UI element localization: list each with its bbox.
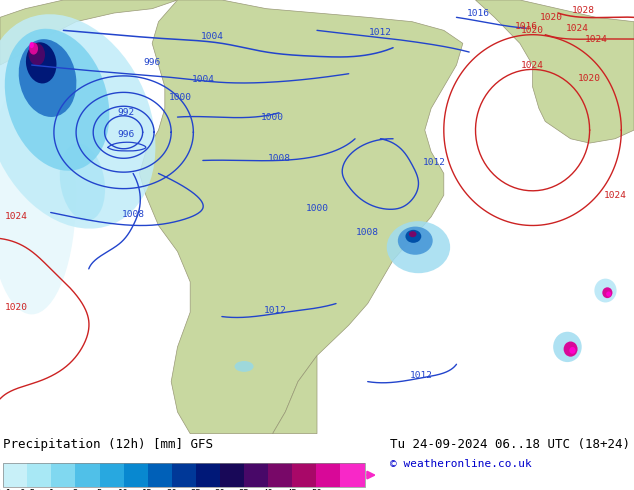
Text: 992: 992 — [117, 108, 134, 117]
Text: 1024: 1024 — [585, 34, 607, 44]
Bar — [75, 463, 100, 487]
Ellipse shape — [606, 292, 611, 296]
Ellipse shape — [553, 332, 582, 362]
Ellipse shape — [409, 231, 417, 237]
Text: 1020: 1020 — [578, 74, 601, 82]
Polygon shape — [0, 0, 178, 65]
Text: 996: 996 — [143, 58, 161, 68]
Text: 1016: 1016 — [515, 22, 538, 30]
Text: 1008: 1008 — [122, 210, 145, 219]
Text: 1012: 1012 — [423, 158, 446, 167]
Text: 1024: 1024 — [566, 24, 588, 33]
Text: © weatheronline.co.uk: © weatheronline.co.uk — [390, 459, 532, 469]
Ellipse shape — [60, 143, 105, 221]
Bar — [51, 463, 75, 487]
Ellipse shape — [5, 29, 109, 171]
Bar — [172, 463, 196, 487]
Text: 1024: 1024 — [521, 61, 544, 70]
Ellipse shape — [29, 42, 34, 48]
Bar — [292, 463, 316, 487]
Text: 1004: 1004 — [191, 75, 214, 84]
Bar — [3, 463, 27, 487]
Bar — [148, 463, 172, 487]
Bar — [3, 463, 365, 487]
Text: 1000: 1000 — [169, 93, 192, 102]
Bar — [196, 463, 220, 487]
Ellipse shape — [398, 226, 432, 255]
Ellipse shape — [29, 43, 38, 55]
Text: 1000: 1000 — [261, 113, 284, 122]
Bar — [340, 463, 365, 487]
Ellipse shape — [235, 361, 254, 372]
Ellipse shape — [564, 342, 578, 357]
Bar — [124, 463, 148, 487]
Bar — [220, 463, 244, 487]
Text: 1020: 1020 — [4, 303, 27, 313]
Text: Precipitation (12h) [mm] GFS: Precipitation (12h) [mm] GFS — [3, 438, 213, 451]
Text: Tu 24-09-2024 06..18 UTC (18+24): Tu 24-09-2024 06..18 UTC (18+24) — [390, 438, 630, 451]
Text: 1000: 1000 — [306, 204, 328, 213]
Text: 1024: 1024 — [4, 212, 27, 221]
Text: 1008: 1008 — [268, 154, 290, 163]
Ellipse shape — [569, 347, 576, 354]
Polygon shape — [476, 0, 634, 143]
Text: 1016: 1016 — [467, 8, 490, 18]
Ellipse shape — [26, 42, 56, 83]
Ellipse shape — [0, 14, 155, 229]
Ellipse shape — [602, 287, 612, 298]
Text: 1012: 1012 — [410, 370, 433, 380]
Bar — [100, 463, 124, 487]
Text: 1024: 1024 — [604, 191, 626, 199]
Bar — [316, 463, 340, 487]
Bar — [27, 463, 51, 487]
Text: 996: 996 — [117, 130, 134, 139]
Text: 1012: 1012 — [369, 28, 392, 37]
Polygon shape — [273, 356, 317, 434]
Text: 1028: 1028 — [572, 6, 595, 15]
Bar — [268, 463, 292, 487]
Text: 1004: 1004 — [201, 32, 224, 41]
Text: 1012: 1012 — [264, 306, 287, 315]
Polygon shape — [139, 0, 463, 434]
Text: 1008: 1008 — [356, 227, 379, 237]
Ellipse shape — [0, 76, 76, 315]
Ellipse shape — [18, 39, 77, 117]
Text: 1020: 1020 — [540, 13, 563, 22]
Ellipse shape — [387, 221, 450, 273]
Text: 1020: 1020 — [521, 26, 544, 35]
Ellipse shape — [406, 230, 422, 243]
Ellipse shape — [29, 43, 45, 66]
Bar — [244, 463, 268, 487]
Ellipse shape — [595, 279, 616, 302]
